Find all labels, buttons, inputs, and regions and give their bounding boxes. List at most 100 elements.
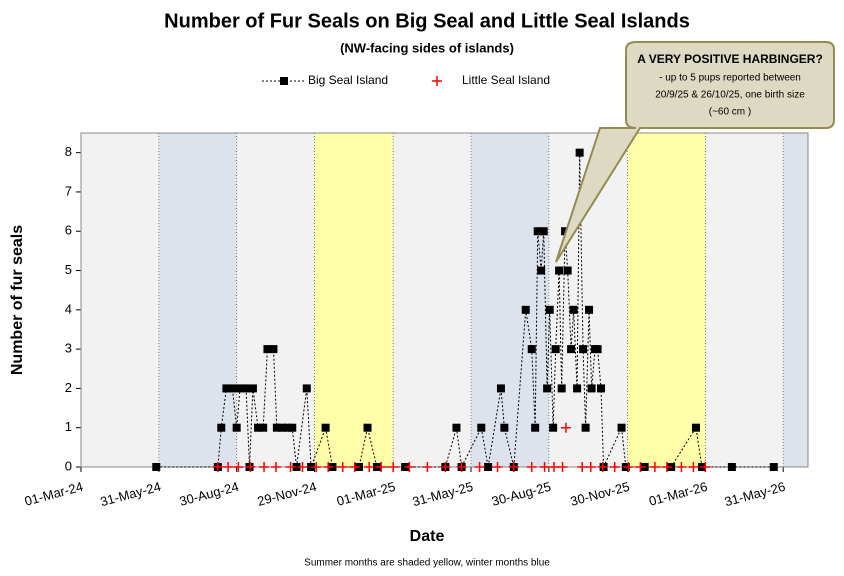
data-point — [623, 462, 634, 472]
data-point — [769, 463, 778, 471]
data-point — [531, 423, 540, 432]
data-point — [545, 305, 554, 314]
x-tick-label: 30-Nov-25 — [569, 479, 632, 509]
data-point — [242, 384, 251, 393]
callout-heading: A VERY POSITIVE HARBINGER? — [637, 52, 823, 66]
callout-text: 20/9/25 & 26/10/25, one birth size — [655, 90, 805, 101]
data-point — [555, 266, 564, 275]
data-point — [587, 384, 596, 393]
legend-marker — [432, 76, 442, 86]
x-tick-label: 29-Nov-24 — [256, 479, 319, 509]
data-point — [152, 463, 161, 471]
data-point — [285, 462, 296, 472]
x-axis-title: Date — [410, 528, 445, 545]
x-tick-label: 31-May-25 — [411, 479, 475, 510]
data-point — [337, 462, 348, 472]
data-point — [581, 423, 590, 432]
data-point — [526, 462, 537, 472]
data-point — [548, 462, 559, 472]
data-point — [222, 384, 231, 393]
data-point — [533, 227, 542, 236]
data-point — [557, 384, 566, 393]
data-point — [543, 384, 552, 393]
data-point — [597, 384, 606, 393]
data-point — [440, 462, 451, 472]
data-point — [569, 305, 578, 314]
y-tick-label: 7 — [65, 183, 72, 198]
data-point — [727, 463, 736, 471]
data-point — [527, 345, 536, 354]
data-point — [537, 266, 546, 275]
data-point — [661, 462, 672, 472]
data-point — [212, 462, 223, 472]
legend-marker — [280, 77, 288, 85]
callout-bubble — [555, 41, 835, 263]
data-point — [248, 384, 257, 393]
data-point — [563, 266, 572, 275]
y-tick-label: 2 — [65, 380, 72, 395]
data-point — [567, 345, 576, 354]
data-point — [573, 384, 582, 393]
data-point — [557, 462, 568, 472]
data-point — [700, 462, 711, 472]
y-tick-label: 0 — [65, 458, 72, 473]
data-point — [292, 463, 301, 471]
data-point — [233, 462, 244, 472]
data-point — [609, 462, 620, 472]
x-tick-label: 30-Aug-25 — [490, 479, 553, 509]
data-point — [349, 462, 360, 472]
data-point — [549, 423, 558, 432]
legend-label: Big Seal Island — [308, 73, 388, 87]
data-point — [307, 463, 316, 471]
data-point — [271, 462, 282, 472]
data-point — [376, 462, 387, 472]
data-point — [492, 462, 503, 472]
y-tick-label: 5 — [65, 262, 72, 277]
data-point — [323, 462, 334, 472]
data-point — [452, 423, 461, 432]
data-point — [311, 462, 322, 472]
x-tick-label: 01-Mar-26 — [647, 479, 709, 509]
x-tick-label: 01-Mar-24 — [23, 479, 85, 509]
data-point — [263, 345, 272, 354]
data-point — [474, 462, 485, 472]
x-tick-label: 31-May-24 — [99, 479, 163, 510]
data-point — [585, 305, 594, 314]
season-band — [783, 133, 808, 467]
y-tick-label: 6 — [65, 223, 72, 238]
data-point — [321, 423, 330, 432]
season-band — [158, 133, 237, 467]
data-point — [388, 462, 399, 472]
data-point — [579, 345, 588, 354]
data-point — [223, 462, 234, 472]
y-tick-label: 4 — [65, 301, 72, 316]
x-tick-label: 01-Mar-25 — [335, 479, 397, 509]
data-point — [254, 423, 263, 432]
data-point — [585, 462, 596, 472]
data-point — [496, 384, 505, 393]
y-tick-label: 8 — [65, 144, 72, 159]
data-point — [217, 423, 226, 432]
data-point — [422, 462, 433, 472]
data-point — [302, 384, 311, 393]
data-point — [575, 148, 584, 157]
data-point — [508, 462, 519, 472]
data-point — [577, 462, 588, 472]
data-point — [635, 462, 646, 472]
data-point — [277, 423, 286, 432]
data-point — [269, 345, 278, 354]
data-point — [364, 462, 375, 472]
data-point — [521, 305, 530, 314]
data-point — [232, 423, 241, 432]
data-point — [259, 423, 268, 432]
data-point — [363, 423, 372, 432]
data-point — [245, 462, 256, 472]
callout-text: (~60 cm ) — [709, 107, 752, 118]
data-point — [228, 384, 237, 393]
data-point — [272, 423, 281, 432]
y-tick-label: 1 — [65, 419, 72, 434]
season-band — [471, 133, 549, 467]
data-point — [288, 423, 297, 432]
data-point — [551, 345, 560, 354]
